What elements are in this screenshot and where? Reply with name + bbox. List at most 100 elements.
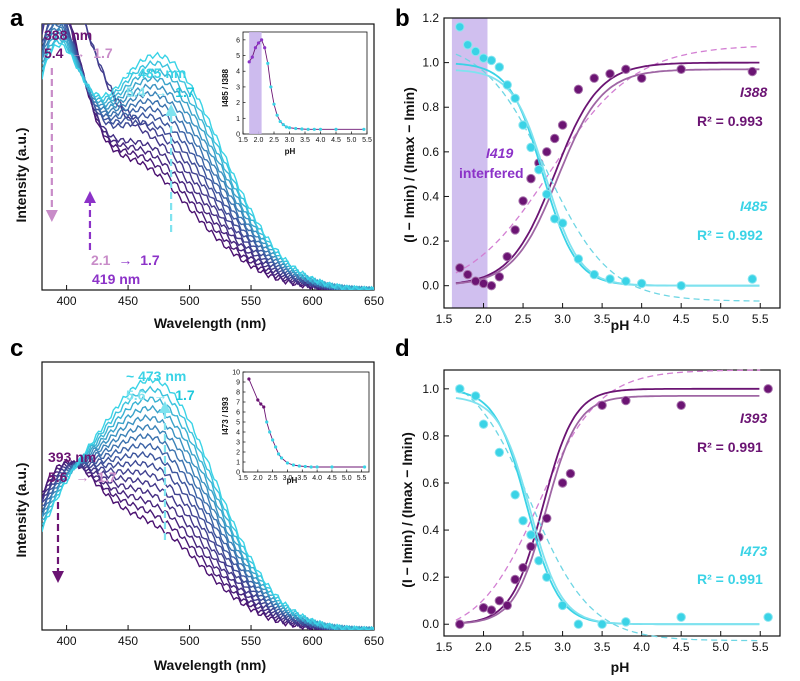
a-inset-point [318, 127, 323, 131]
a-arrow-485-head [165, 104, 178, 116]
d-I473-point [478, 419, 489, 429]
c-ann-473-from: 5.6 [126, 387, 146, 403]
c-inset-point [315, 465, 319, 469]
d-I473-point [518, 515, 528, 526]
d-I393-point [565, 468, 576, 479]
a-spectrum-line [42, 24, 374, 290]
a-ann-388-change: 5.4 → 1.7 [44, 45, 113, 61]
a-inset-y-tick-label: 3 [236, 84, 240, 91]
d-axes-frame [443, 369, 781, 637]
d-y-tick-label: 0.2 [422, 570, 439, 584]
d-x-axis-label: pH [611, 659, 630, 675]
b-I388-fit-line [455, 61, 760, 285]
c-inset-point [271, 438, 275, 442]
c-inset-x-tick-label: 4.5 [327, 475, 337, 482]
c-inset-point [274, 445, 278, 449]
b-I388-point [621, 64, 631, 75]
a-inset-point [266, 61, 270, 65]
b-I388-point [605, 69, 615, 79]
c-arrow-473-head [158, 401, 171, 413]
b-y-tick-label: 0.4 [422, 189, 439, 203]
d-y-axis-label: (I − Imin) / (Imax − Imin) [399, 432, 415, 588]
c-inset-point [256, 398, 260, 402]
a-inset-point [263, 46, 267, 50]
b-x-tick-label: 4.0 [633, 312, 650, 326]
c-ann-393-title: 393 nm [48, 449, 96, 465]
b-x-tick-label: 5.5 [752, 312, 769, 326]
b-I485-dashed-fit [455, 53, 761, 302]
b-I388-point [676, 64, 686, 75]
b-series-purple-label: I388 [740, 84, 767, 100]
c-x-tick-label: 550 [241, 634, 261, 648]
b-shade-band [451, 18, 488, 308]
a-ann-485-arrow: → [153, 84, 167, 100]
c-inset-y-tick-label: 2 [236, 450, 240, 457]
c-x-tick-label: 500 [180, 634, 200, 648]
a-ann-419-from: 2.1 [91, 252, 111, 268]
a-ann-485-title: ~ 485 nm [126, 65, 186, 81]
d-I393-point [486, 605, 497, 615]
d-I393-point [510, 574, 520, 585]
a-ann-388-title: 388 nm [44, 27, 92, 43]
a-inset-point [281, 122, 285, 127]
a-inset-point [300, 127, 304, 131]
b-series-cyan-label: I485 [740, 198, 767, 214]
d-I473-point [676, 612, 686, 622]
c-inset-y-label: I473 / I393 [221, 397, 230, 435]
a-arrow-419-head [83, 191, 96, 203]
b-I485-point [510, 93, 520, 104]
d-I393-point [542, 513, 552, 524]
b-x-axis-label: pH [611, 317, 630, 333]
b-x-tick-label: 4.5 [673, 312, 690, 326]
b-I485-point [542, 189, 552, 199]
b-I485-point [486, 55, 497, 66]
c-inset-point [259, 402, 263, 406]
b-I485-point [502, 80, 512, 90]
d-y-tick-label: 0.4 [422, 523, 439, 537]
a-ann-419-change: 2.1 → 1.7 [91, 252, 160, 268]
c-inset-y-tick-label: 9 [236, 380, 240, 387]
b-I388-fit-line [455, 68, 760, 285]
d-x-tick-label: 3.5 [594, 640, 611, 654]
c-inset-x-tick-label: 3.0 [283, 475, 293, 482]
d-series-cyan-r2: R² = 0.991 [697, 571, 763, 587]
c-inset-point [268, 430, 272, 434]
a-inset-x-tick-label: 3.0 [285, 137, 295, 144]
c-inset-point [276, 452, 281, 456]
a-inset-x-label: pH [285, 147, 296, 156]
b-I388-point [518, 196, 528, 206]
a-x-axis-label: Wavelength (nm) [154, 315, 266, 331]
c-inset-point [285, 461, 290, 465]
a-spectrum-line [42, 24, 374, 290]
b-series-cyan-r2: R² = 0.992 [697, 227, 763, 243]
b-I388-point [557, 120, 568, 130]
d-I393-point [676, 400, 686, 411]
c-y-axis-label: Intensity (a.u.) [13, 463, 29, 558]
c-ann-473-title: ~ 473 nm [126, 368, 186, 384]
panel-label-a: a [10, 5, 24, 32]
c-inset-y-tick-label: 5 [236, 420, 240, 427]
b-I485-point [573, 254, 584, 264]
b-y-tick-label: 1.2 [422, 11, 439, 25]
b-I485-point [455, 22, 465, 32]
d-I473-point [621, 617, 631, 627]
d-I473-dashed-fit [455, 385, 761, 642]
a-inset-point [256, 41, 261, 45]
a-inset-y-tick-label: 2 [236, 100, 240, 107]
a-ann-485-to: 1.7 [175, 84, 195, 100]
d-series-purple-r2: R² = 0.991 [697, 439, 763, 455]
c-arrow-393-head [51, 571, 64, 583]
a-inset-y-tick-label: 5 [236, 53, 240, 60]
c-inset-point [279, 456, 284, 460]
b-series-purple-r2: R² = 0.993 [697, 113, 763, 129]
c-inset-y-tick-label: 4 [236, 430, 240, 437]
a-ann-485-from: 5.4 [126, 84, 146, 100]
d-I473-point [573, 619, 584, 629]
c-inset-point [309, 465, 313, 469]
d-x-tick-label: 5.5 [752, 640, 769, 654]
b-I388-point [549, 133, 560, 144]
c-inset-x-tick-label: 5.5 [357, 475, 367, 482]
b-I388-point [636, 73, 647, 83]
d-I393-point [518, 563, 528, 573]
c-inset-y-tick-label: 1 [236, 460, 240, 467]
